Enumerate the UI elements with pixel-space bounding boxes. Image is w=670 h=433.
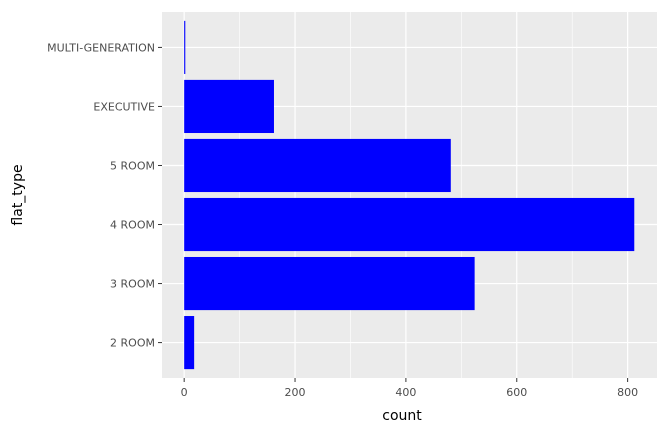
bar-5-room	[184, 138, 451, 193]
y-tick-label: 4 ROOM	[110, 219, 155, 232]
bar-4-room	[184, 197, 635, 252]
y-tick-label: MULTI-GENERATION	[47, 41, 155, 54]
minor-gridlines	[239, 12, 573, 378]
y-tick-label: 3 ROOM	[110, 278, 155, 291]
bar-3-room	[184, 256, 475, 311]
x-tick-label: 0	[181, 386, 188, 399]
x-axis-title: count	[382, 408, 422, 424]
plot-panel	[162, 12, 657, 378]
x-tick-label: 800	[617, 386, 638, 399]
bar-2-room	[184, 316, 195, 370]
x-tick-label: 400	[395, 386, 416, 399]
x-axis: 0 200 400 600 800	[181, 378, 638, 399]
y-axis: 2 ROOM 3 ROOM 4 ROOM 5 ROOM EXECUTIVE MULTI-G…	[47, 41, 162, 350]
y-tick-label: 5 ROOM	[110, 159, 155, 172]
y-tick-label: 2 ROOM	[110, 337, 155, 350]
x-tick-label: 200	[285, 386, 306, 399]
bar-multi-generation	[184, 20, 186, 74]
bars	[184, 20, 635, 370]
y-tick-label: EXECUTIVE	[93, 100, 155, 113]
y-axis-title: flat_type	[10, 164, 26, 225]
bar-executive	[184, 79, 274, 134]
x-tick-label: 600	[506, 386, 527, 399]
